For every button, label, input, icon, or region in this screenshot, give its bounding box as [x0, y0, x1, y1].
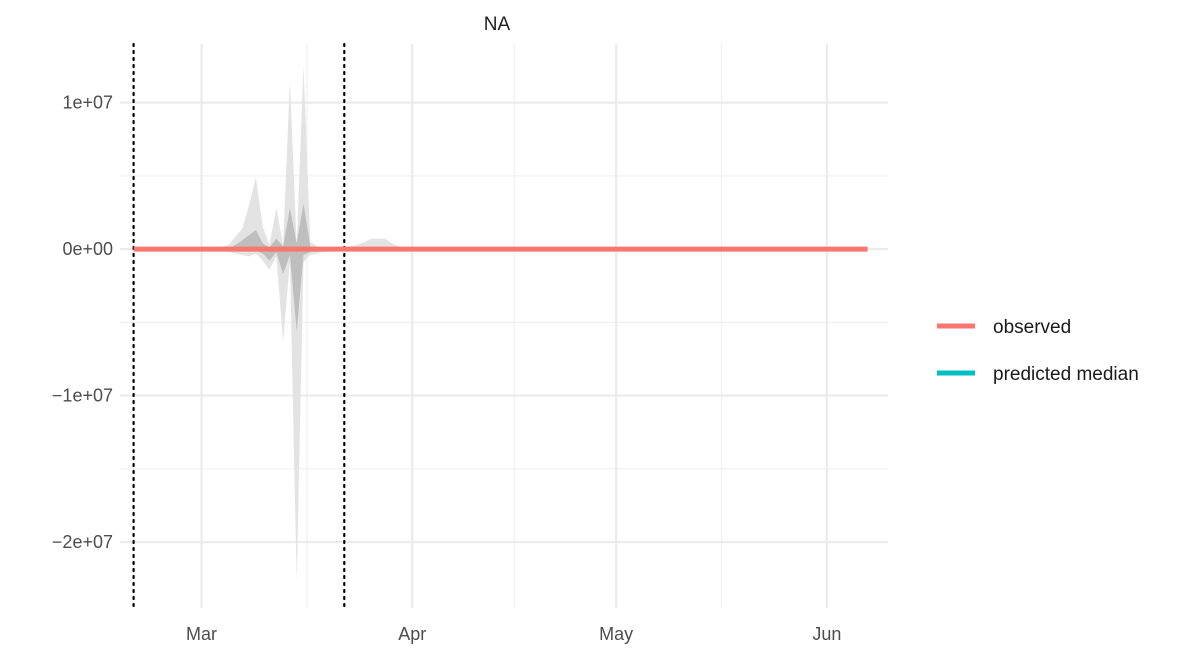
x-tick-label: Mar	[186, 624, 217, 644]
outer-band	[215, 66, 406, 582]
x-tick-label: Jun	[812, 624, 841, 644]
reference-lines	[132, 42, 346, 610]
legend-label: observed	[993, 317, 1071, 338]
chart-title: NA	[484, 14, 511, 35]
legend-label: predicted median	[993, 364, 1139, 385]
y-tick-label: −2e+07	[52, 532, 113, 552]
y-tick-label: 1e+07	[62, 93, 113, 113]
y-tick-label: 0e+00	[62, 239, 113, 259]
uncertainty-bands	[215, 66, 406, 582]
x-tick-label: Apr	[398, 624, 426, 644]
grid	[120, 44, 888, 608]
x-tick-label: May	[599, 624, 633, 644]
x-axis: Mar Apr May Jun	[186, 624, 841, 644]
y-tick-label: −1e+07	[52, 386, 113, 406]
y-axis: 1e+07 0e+00 −1e+07 −2e+07	[52, 93, 113, 552]
legend: observed predicted median	[937, 317, 1139, 385]
inner-band	[228, 203, 318, 332]
